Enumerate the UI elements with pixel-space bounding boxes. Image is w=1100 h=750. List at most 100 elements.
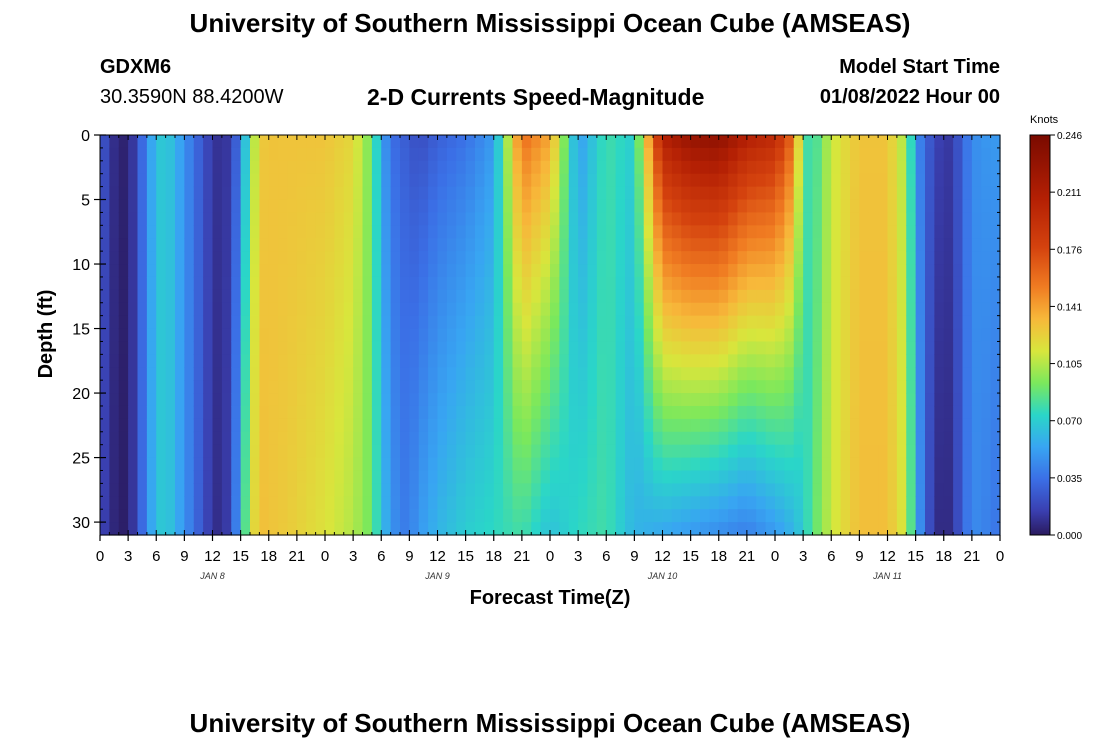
heatmap-cell: [493, 367, 504, 381]
heatmap-cell: [700, 380, 710, 394]
heatmap-cell: [118, 431, 129, 446]
heatmap-cell: [381, 418, 392, 433]
heatmap-cell: [953, 457, 964, 472]
heatmap-cell: [840, 199, 851, 214]
heatmap-cell: [146, 302, 157, 317]
heatmap-cell: [184, 470, 195, 484]
heatmap-cell: [671, 341, 682, 355]
heatmap-cell: [278, 367, 289, 381]
heatmap-cell: [971, 173, 982, 188]
heatmap-cell: [343, 147, 354, 162]
heatmap-cell: [371, 251, 382, 265]
x-tick-label: 9: [855, 548, 863, 565]
heatmap-cell: [953, 289, 964, 304]
heatmap-cell: [615, 393, 626, 407]
heatmap-cell: [840, 470, 851, 484]
heatmap-cell: [512, 380, 523, 394]
heatmap-cell: [437, 470, 448, 484]
heatmap-cell: [259, 173, 270, 188]
heatmap-cell: [156, 431, 167, 446]
heatmap-cell: [278, 393, 289, 407]
heatmap-cell: [465, 289, 476, 304]
heatmap-cell: [746, 354, 757, 368]
heatmap-cell: [362, 483, 373, 497]
heatmap-cell: [165, 264, 176, 278]
heatmap-cell: [812, 289, 823, 304]
heatmap-cell: [296, 264, 307, 278]
heatmap-cell: [906, 289, 917, 304]
heatmap-cell: [896, 444, 907, 459]
heatmap-cell: [615, 225, 626, 239]
heatmap-cell: [803, 509, 814, 523]
heatmap-cell: [325, 186, 335, 201]
heatmap-cell: [765, 315, 776, 330]
heatmap-cell: [934, 444, 945, 459]
heatmap-cell: [203, 212, 214, 226]
heatmap-cell: [409, 199, 420, 214]
heatmap-cell: [550, 431, 560, 446]
heatmap-cell: [296, 444, 307, 459]
heatmap-cell: [250, 160, 260, 175]
heatmap-cell: [746, 509, 757, 523]
heatmap-cell: [943, 522, 954, 536]
heatmap-cell: [681, 212, 692, 226]
heatmap-cell: [925, 418, 935, 433]
heatmap-cell: [700, 173, 710, 188]
heatmap-cell: [821, 328, 832, 343]
heatmap-cell: [203, 135, 214, 149]
heatmap-cell: [643, 238, 654, 252]
heatmap-cell: [278, 315, 289, 330]
heatmap-cell: [878, 431, 889, 446]
heatmap-cell: [334, 302, 345, 317]
heatmap-cell: [259, 444, 270, 459]
heatmap-cell: [596, 276, 607, 291]
heatmap-cell: [915, 483, 926, 497]
heatmap-cell: [653, 354, 664, 368]
heatmap-cell: [465, 199, 476, 214]
heatmap-cell: [896, 147, 907, 162]
heatmap-cell: [146, 367, 157, 381]
heatmap-cell: [203, 147, 214, 162]
heatmap-cell: [156, 509, 167, 523]
heatmap-cell: [596, 147, 607, 162]
heatmap-cell: [925, 302, 935, 317]
heatmap-cell: [400, 328, 410, 343]
heatmap-cell: [831, 444, 842, 459]
heatmap-cell: [109, 496, 120, 510]
heatmap-cell: [953, 186, 964, 201]
heatmap-cell: [765, 380, 776, 394]
heatmap-cell: [109, 457, 120, 472]
heatmap-cell: [850, 147, 860, 162]
heatmap-cell: [221, 418, 232, 433]
heatmap-cell: [662, 276, 673, 291]
heatmap-cell: [193, 509, 204, 523]
heatmap-cell: [700, 238, 710, 252]
heatmap-cell: [334, 522, 345, 536]
heatmap-cell: [465, 212, 476, 226]
heatmap-cell: [662, 251, 673, 265]
heatmap-cell: [250, 444, 260, 459]
heatmap-cell: [690, 147, 701, 162]
heatmap-cell: [503, 225, 514, 239]
heatmap-cell: [634, 315, 645, 330]
heatmap-cell: [315, 431, 326, 446]
heatmap-cell: [615, 160, 626, 175]
heatmap-cell: [456, 173, 467, 188]
heatmap-cell: [878, 522, 889, 536]
heatmap-cell: [503, 186, 514, 201]
heatmap-cell: [803, 238, 814, 252]
heatmap-cell: [296, 173, 307, 188]
heatmap-cell: [334, 264, 345, 278]
heatmap-cell: [681, 418, 692, 433]
heatmap-cell: [343, 341, 354, 355]
heatmap-cell: [756, 160, 767, 175]
heatmap-cell: [643, 289, 654, 304]
heatmap-cell: [709, 457, 720, 472]
heatmap-cell: [596, 186, 607, 201]
heatmap-cell: [850, 238, 860, 252]
heatmap-cell: [203, 393, 214, 407]
heatmap-cell: [606, 496, 617, 510]
heatmap-cell: [709, 509, 720, 523]
heatmap-cell: [700, 160, 710, 175]
